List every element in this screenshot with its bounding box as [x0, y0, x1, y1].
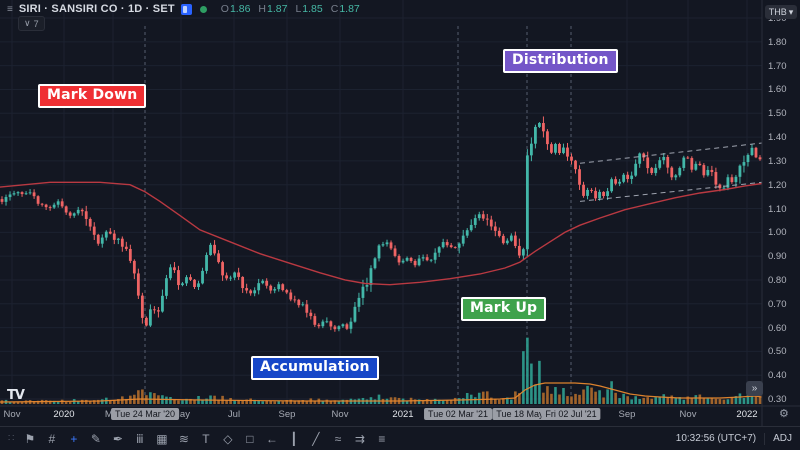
adj-toggle[interactable]: ADJ	[773, 433, 792, 444]
price-tick-label: 1.80	[768, 37, 787, 48]
candles-layer	[0, 116, 762, 334]
price-tick-label: 1.70	[768, 61, 787, 72]
price-tick-label: 0.50	[768, 346, 787, 357]
clock-label[interactable]: 10:32:56 (UTC+7)	[675, 433, 757, 444]
volume-ma-line	[0, 382, 763, 403]
chart-background	[0, 0, 800, 426]
time-tick-label: Sep	[278, 409, 296, 420]
tool-parallel-channel-icon[interactable]: ≋	[178, 431, 189, 446]
channel-drawing	[579, 142, 763, 202]
symbol-flag-icon[interactable]	[180, 3, 192, 15]
tool-line-stack-icon[interactable]: ≡	[378, 431, 386, 446]
market-status-icon	[199, 5, 207, 13]
close-label: C	[330, 3, 339, 15]
tool-watchlist-flag-icon[interactable]: ⚑	[24, 431, 36, 446]
tool-vertical-line-icon[interactable]: ┃	[290, 431, 298, 446]
tool-rectangle-icon[interactable]: □	[246, 431, 254, 446]
chevron-down-icon: ∨	[24, 18, 31, 28]
high-label: H	[258, 3, 266, 15]
ma-line	[0, 181, 763, 286]
indicator-count: 7	[33, 18, 39, 29]
price-tick-label: 1.30	[768, 156, 787, 167]
chevron-down-icon: ▾	[788, 6, 794, 17]
high-value: 1.87	[267, 3, 288, 15]
price-tick-label: 1.40	[768, 132, 787, 143]
price-tick-label: 0.90	[768, 251, 787, 262]
axis-settings-gear-icon[interactable]: ⚙	[779, 408, 789, 420]
indicators-collapsed-badge[interactable]: ∨ 7	[18, 16, 45, 31]
axis-frame	[0, 0, 800, 426]
price-tick-label: 0.40	[768, 370, 787, 381]
currency-label: THB	[768, 7, 787, 17]
currency-button[interactable]: THB ▾	[765, 5, 797, 19]
tool-marker-pen-icon[interactable]: ✒	[112, 431, 123, 446]
mark-down-label[interactable]: Mark Down	[38, 84, 147, 108]
drawing-tools-group: ⚑ # + ✎ ✒ ⅲ ▦ ≋ T ◇ □ ← ┃ ╱ ≈ ⇉ ≡	[21, 429, 390, 449]
ohlc-values: O1.86 H1.87 L1.85 C1.87	[221, 3, 360, 15]
price-tick-label: 1.50	[768, 108, 787, 119]
accumulation-label[interactable]: Accumulation	[251, 356, 379, 380]
close-value: 1.87	[339, 3, 360, 15]
tool-ellipse-icon[interactable]: ◇	[223, 431, 233, 446]
price-tick-label: 1.00	[768, 227, 787, 238]
chart-legend: ≡ SIRI · SANSIRI CO · 1D · SET O1.86 H1.…	[7, 3, 360, 15]
date-flag-label[interactable]: Tue 02 Mar '21	[424, 407, 492, 420]
time-tick-label: Nov	[3, 409, 21, 420]
open-label: O	[220, 3, 229, 15]
tool-parallel-rays-icon[interactable]: ⇉	[354, 431, 365, 446]
low-label: L	[295, 3, 302, 15]
price-tick-label: 0.80	[768, 275, 787, 286]
time-tick-label: 2022	[736, 409, 758, 420]
symbol-title[interactable]: SIRI · SANSIRI CO · 1D · SET	[18, 3, 175, 15]
tradingview-logo[interactable]: TV	[7, 388, 25, 403]
tool-trend-line-icon[interactable]: ╱	[312, 431, 320, 446]
price-tick-label: 1.20	[768, 180, 787, 191]
time-tick-label: 2021	[392, 409, 414, 420]
date-flag-label[interactable]: Tue 24 Mar '20	[111, 407, 179, 420]
price-tick-label: 0.70	[768, 299, 787, 310]
time-tick-label: May	[172, 409, 190, 420]
time-tick-label: Sep	[618, 409, 636, 420]
tool-brush-icon[interactable]: ✎	[90, 431, 101, 446]
low-value: 1.85	[302, 3, 323, 15]
price-tick-label: 0.30	[768, 394, 787, 405]
time-tick-label: Jul	[227, 409, 241, 420]
toolbar-right-group: 10:32:56 (UTC+7) ADJ	[675, 432, 792, 445]
tool-prediction-grid-icon[interactable]: ▦	[156, 431, 168, 446]
tool-horizontal-ray-icon[interactable]: ←	[265, 431, 278, 446]
price-chart-canvas[interactable]	[0, 0, 800, 426]
distribution-label[interactable]: Distribution	[503, 49, 618, 73]
toolbar-separator	[764, 432, 766, 445]
price-tick-label: 0.60	[768, 323, 787, 334]
volume-expand-button[interactable]: »	[746, 381, 763, 396]
price-tick-label: 1.60	[768, 84, 787, 95]
tool-crosshair-icon[interactable]: +	[70, 431, 78, 446]
tool-bar-pattern-icon[interactable]: ⅲ	[136, 431, 144, 446]
date-flag-label[interactable]: Fri 02 Jul '21	[541, 407, 601, 420]
tool-curve-icon[interactable]: ≈	[334, 431, 342, 446]
time-tick-label: 2020	[53, 409, 75, 420]
symbol-menu-icon[interactable]: ≡	[7, 3, 13, 15]
drawing-toolbar: ∷ ⚑ # + ✎ ✒ ⅲ ▦ ≋ T ◇ □ ← ┃ ╱ ≈ ⇉ ≡ 10:32:56 (UTC+7) ADJ	[0, 426, 800, 450]
toolbar-drag-handle[interactable]: ∷	[8, 433, 15, 444]
tool-text-icon[interactable]: T	[202, 431, 210, 446]
open-value: 1.86	[229, 3, 251, 15]
time-tick-label: Nov	[331, 409, 349, 420]
price-tick-label: 1.10	[768, 204, 787, 215]
time-tick-label: Nov	[679, 409, 697, 420]
volume-layer	[0, 337, 762, 404]
mark-up-label[interactable]: Mark Up	[461, 297, 547, 321]
tool-pitchfork-icon[interactable]: #	[48, 431, 56, 446]
